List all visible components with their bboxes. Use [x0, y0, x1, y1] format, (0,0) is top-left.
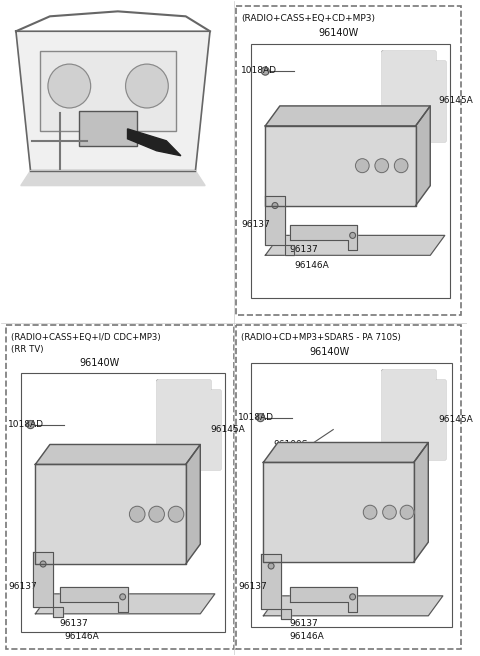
- Text: 96100S: 96100S: [273, 440, 308, 449]
- Circle shape: [350, 232, 356, 238]
- Text: 96137: 96137: [238, 582, 267, 591]
- Text: (RR TV): (RR TV): [11, 345, 44, 354]
- Bar: [236, 7, 461, 315]
- Polygon shape: [264, 462, 414, 562]
- Circle shape: [363, 505, 377, 519]
- Bar: [40, 536, 123, 547]
- Bar: [40, 520, 123, 531]
- Text: 96140W: 96140W: [79, 358, 119, 368]
- Circle shape: [149, 506, 164, 522]
- Circle shape: [383, 505, 396, 519]
- Polygon shape: [36, 594, 215, 614]
- Polygon shape: [262, 554, 290, 619]
- Bar: [79, 111, 137, 146]
- Circle shape: [48, 64, 91, 108]
- Polygon shape: [16, 31, 210, 171]
- Text: (RADIO+CD+MP3+SDARS - PA 710S): (RADIO+CD+MP3+SDARS - PA 710S): [241, 333, 401, 342]
- Text: 96137: 96137: [60, 619, 88, 628]
- Bar: [268, 514, 360, 530]
- Circle shape: [40, 561, 46, 567]
- Polygon shape: [186, 445, 200, 564]
- Bar: [268, 492, 360, 508]
- Polygon shape: [414, 443, 428, 562]
- Bar: [40, 468, 123, 474]
- Bar: [251, 363, 452, 626]
- Bar: [251, 44, 450, 298]
- Bar: [236, 325, 461, 649]
- Text: 96146A: 96146A: [289, 632, 324, 641]
- Circle shape: [272, 203, 278, 209]
- Text: 96140W: 96140W: [319, 28, 359, 38]
- Polygon shape: [60, 587, 128, 612]
- Circle shape: [356, 159, 369, 173]
- Polygon shape: [416, 106, 430, 205]
- Text: 96137: 96137: [241, 220, 270, 230]
- Text: 96145A: 96145A: [438, 96, 473, 105]
- Bar: [270, 136, 348, 146]
- Polygon shape: [382, 51, 445, 141]
- Bar: [270, 152, 348, 162]
- Bar: [40, 488, 123, 499]
- Circle shape: [257, 414, 264, 422]
- Polygon shape: [34, 552, 62, 617]
- Polygon shape: [289, 587, 358, 612]
- Circle shape: [126, 64, 168, 108]
- Circle shape: [26, 420, 35, 428]
- Polygon shape: [265, 236, 445, 255]
- Polygon shape: [264, 443, 428, 462]
- Polygon shape: [289, 226, 358, 251]
- Text: 96140W: 96140W: [309, 347, 349, 357]
- Text: 1018AD: 1018AD: [8, 420, 44, 428]
- Text: 96146A: 96146A: [64, 632, 99, 641]
- Bar: [270, 184, 348, 194]
- Circle shape: [130, 506, 145, 522]
- Text: 96137: 96137: [8, 582, 37, 591]
- Text: 1018AD: 1018AD: [241, 66, 277, 75]
- Bar: [40, 51, 176, 131]
- Bar: [40, 472, 123, 483]
- Bar: [268, 470, 360, 486]
- Circle shape: [395, 159, 408, 173]
- Polygon shape: [36, 445, 200, 464]
- Circle shape: [375, 159, 388, 173]
- Bar: [268, 466, 360, 472]
- Circle shape: [262, 67, 269, 75]
- Circle shape: [120, 594, 126, 600]
- Bar: [21, 373, 225, 632]
- Polygon shape: [265, 106, 430, 126]
- Bar: [40, 504, 123, 515]
- Circle shape: [400, 505, 414, 519]
- Polygon shape: [21, 171, 205, 186]
- Text: 96146A: 96146A: [294, 261, 329, 270]
- Text: 1018AD: 1018AD: [238, 413, 274, 422]
- Text: 96137: 96137: [289, 619, 318, 628]
- Text: 96137: 96137: [289, 245, 318, 255]
- Bar: [6, 325, 234, 649]
- Polygon shape: [382, 370, 445, 459]
- Polygon shape: [36, 464, 186, 564]
- Polygon shape: [265, 195, 294, 255]
- Circle shape: [350, 594, 356, 600]
- Polygon shape: [264, 596, 443, 616]
- Polygon shape: [156, 380, 220, 470]
- Bar: [270, 168, 348, 178]
- Text: (RADIO+CASS+EQ+I/D CDC+MP3): (RADIO+CASS+EQ+I/D CDC+MP3): [11, 333, 161, 342]
- Circle shape: [268, 563, 274, 569]
- Text: 96145A: 96145A: [210, 424, 245, 434]
- Text: 96145A: 96145A: [438, 415, 473, 424]
- Circle shape: [168, 506, 184, 522]
- Bar: [270, 131, 348, 136]
- Text: (RADIO+CASS+EQ+CD+MP3): (RADIO+CASS+EQ+CD+MP3): [241, 14, 375, 24]
- Polygon shape: [128, 129, 181, 155]
- Polygon shape: [265, 126, 416, 205]
